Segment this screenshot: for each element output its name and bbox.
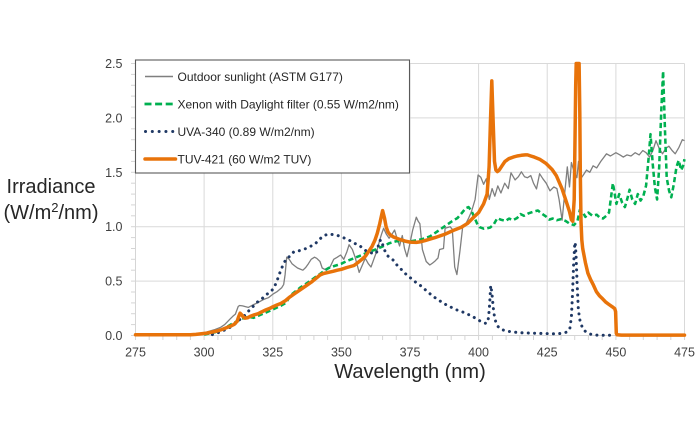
- svg-text:0.5: 0.5: [105, 275, 122, 289]
- svg-text:Outdoor sunlight (ASTM G177): Outdoor sunlight (ASTM G177): [178, 70, 343, 84]
- svg-text:300: 300: [194, 346, 215, 360]
- svg-text:2.5: 2.5: [105, 57, 122, 71]
- svg-text:375: 375: [400, 346, 421, 360]
- svg-text:1.5: 1.5: [105, 166, 122, 180]
- svg-text:325: 325: [262, 346, 283, 360]
- svg-text:2.0: 2.0: [105, 111, 122, 125]
- svg-text:TUV-421 (60 W/m2 TUV): TUV-421 (60 W/m2 TUV): [178, 152, 312, 166]
- svg-text:Xenon with Daylight filter (0.: Xenon with Daylight filter (0.55 W/m2/nm…: [178, 97, 399, 111]
- svg-text:275: 275: [125, 346, 146, 360]
- svg-text:350: 350: [331, 346, 352, 360]
- svg-text:UVA-340 (0.89 W/m2/nm): UVA-340 (0.89 W/m2/nm): [178, 125, 315, 139]
- svg-text:425: 425: [537, 346, 558, 360]
- svg-text:(W/m2/nm): (W/m2/nm): [4, 200, 99, 225]
- svg-text:1.0: 1.0: [105, 220, 122, 234]
- svg-text:Wavelength (nm): Wavelength (nm): [334, 361, 486, 383]
- svg-text:475: 475: [674, 346, 695, 360]
- svg-text:400: 400: [468, 346, 489, 360]
- svg-text:450: 450: [605, 346, 626, 360]
- svg-text:Irradiance: Irradiance: [7, 176, 96, 198]
- svg-text:0.0: 0.0: [105, 329, 122, 343]
